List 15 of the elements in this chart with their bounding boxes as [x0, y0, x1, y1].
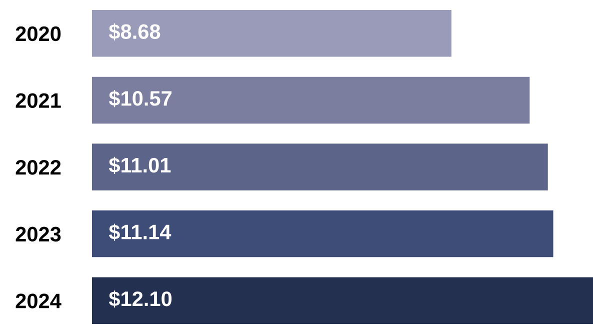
bar — [92, 10, 452, 57]
y-tick-label: 2021 — [16, 93, 61, 108]
y-tick-label: 2022 — [16, 160, 61, 175]
data-label: $8.68 — [108, 23, 160, 40]
data-label: $10.57 — [108, 90, 172, 108]
bar — [92, 144, 548, 190]
data-label: $11.01 — [108, 156, 171, 174]
y-tick-label: 2024 — [16, 294, 62, 308]
y-tick-label: 2023 — [16, 226, 61, 242]
data-label: $12.10 — [108, 290, 172, 308]
y-tick-label: 2020 — [16, 26, 61, 42]
bar — [92, 277, 593, 324]
bar — [92, 210, 554, 258]
bar — [92, 76, 530, 124]
data-label: $11.14 — [108, 224, 172, 241]
